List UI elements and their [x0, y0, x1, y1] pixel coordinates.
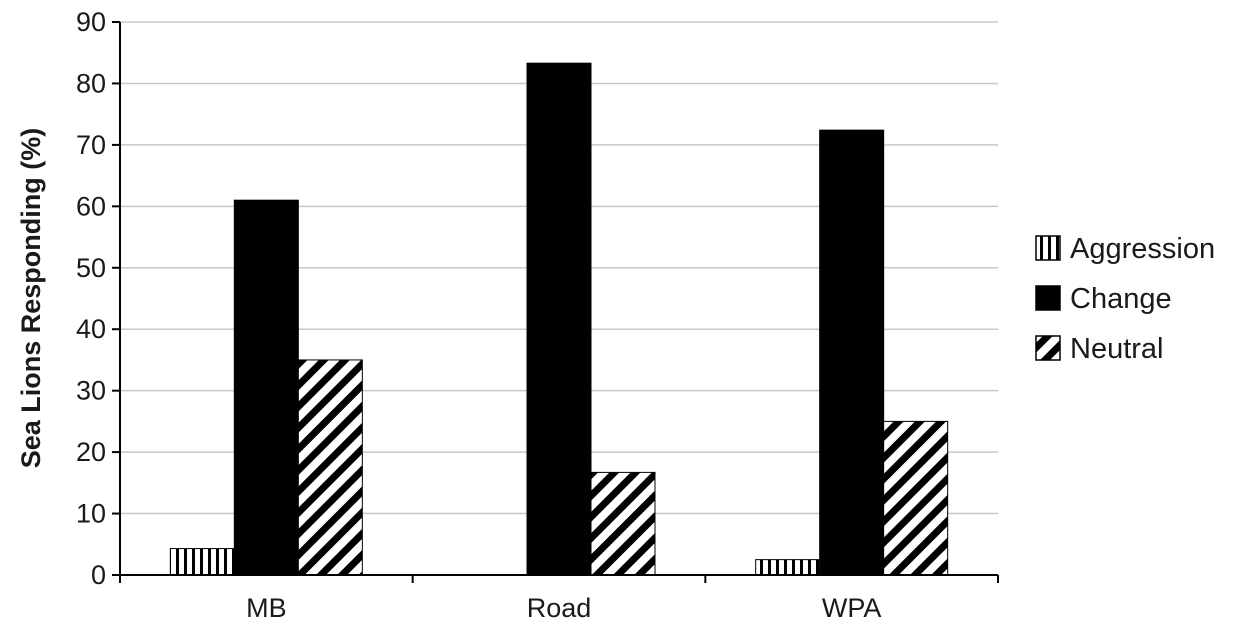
y-tick-label: 30 — [76, 376, 106, 406]
legend-label-aggression: Aggression — [1070, 233, 1215, 265]
bars — [169, 62, 949, 576]
legend-label-change: Change — [1070, 283, 1172, 315]
legend-label-neutral: Neutral — [1070, 333, 1164, 365]
bar-neutral-road — [590, 471, 656, 576]
legend-swatch-change — [1035, 285, 1061, 311]
y-tick-labels: 0 10 20 30 40 50 60 70 80 90 — [76, 7, 106, 590]
axes — [112, 21, 999, 583]
bar-change-road — [526, 62, 592, 576]
y-tick-label: 40 — [76, 314, 106, 344]
bar-change-mb — [233, 199, 299, 576]
bar-aggression-mb — [169, 548, 235, 576]
x-tick-label: MB — [246, 593, 287, 623]
y-tick-label: 20 — [76, 437, 106, 467]
x-tick-label: Road — [527, 593, 592, 623]
legend: Aggression Change Neutral — [1035, 233, 1215, 365]
y-tick-label: 90 — [76, 7, 106, 37]
bar-change-wpa — [819, 129, 885, 576]
bar-neutral-mb — [297, 359, 363, 576]
y-tick-label: 80 — [76, 68, 106, 98]
x-tick-labels: MB Road WPA — [246, 593, 881, 623]
legend-swatch-aggression — [1035, 235, 1061, 261]
y-tick-label: 50 — [76, 253, 106, 283]
y-tick-label: 10 — [76, 499, 106, 529]
y-axis-title: Sea Lions Responding (%) — [16, 128, 46, 469]
y-tick-label: 0 — [91, 560, 106, 590]
legend-swatch-neutral — [1035, 335, 1061, 361]
x-tick-label: WPA — [822, 593, 882, 623]
bar-aggression-wpa — [755, 559, 821, 576]
y-tick-label: 70 — [76, 130, 106, 160]
bar-neutral-wpa — [883, 420, 949, 576]
y-tick-label: 60 — [76, 191, 106, 221]
